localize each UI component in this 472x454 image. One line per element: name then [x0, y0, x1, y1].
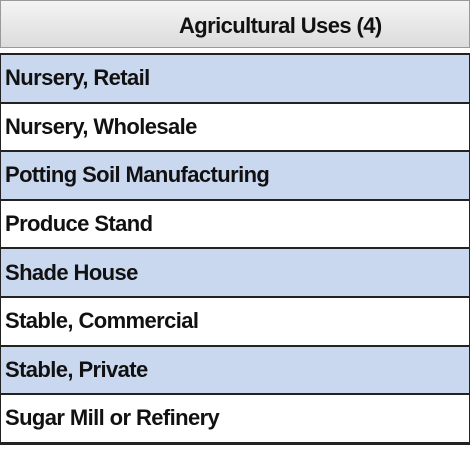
table-row: Nursery, Wholesale — [1, 104, 469, 153]
table-row: Sugar Mill or Refinery — [1, 395, 469, 444]
table-row: Stable, Commercial — [1, 298, 469, 347]
table-row: Shade House — [1, 249, 469, 298]
header-title: Agricultural Uses (4) — [179, 13, 382, 38]
table-row: Potting Soil Manufacturing — [1, 152, 469, 201]
table-header: Agricultural Uses (4) — [0, 0, 470, 48]
table-row: Stable, Private — [1, 346, 469, 396]
table-row: Produce Stand — [1, 201, 469, 250]
table-row: Nursery, Retail — [1, 55, 469, 104]
table-body: Nursery, Retail Nursery, Wholesale Potting… — [0, 53, 470, 445]
